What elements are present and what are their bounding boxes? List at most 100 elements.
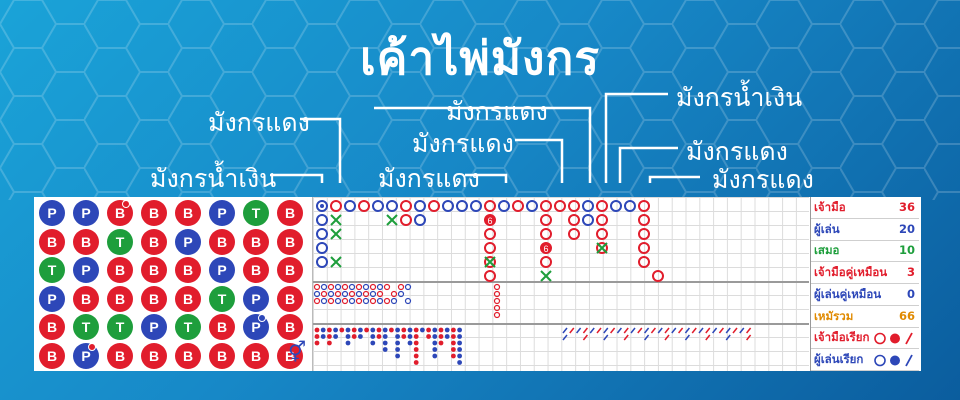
cockroach-mark <box>644 327 650 334</box>
small-road-dot <box>382 327 388 333</box>
bead-cell: T <box>209 285 235 312</box>
small-road-dot <box>451 347 456 352</box>
small-road-dot <box>370 334 376 339</box>
cockroach-mark <box>562 334 568 341</box>
small-road-dot <box>345 340 351 346</box>
small-road-dot <box>413 347 419 352</box>
small-road-dot <box>345 334 351 339</box>
bead-cell: B <box>141 228 167 255</box>
bead-cell: T <box>107 228 133 255</box>
bead-cell: T <box>73 314 99 340</box>
cockroach-mark <box>746 327 752 334</box>
callout-red-dragon-5: มังกรแดง <box>686 137 788 166</box>
small-road-dot <box>407 327 413 333</box>
eye-road-mark <box>493 297 501 305</box>
bead-cell: B <box>209 228 235 255</box>
small-road-dot <box>457 360 462 365</box>
cockroach-mark <box>603 334 609 341</box>
eye-road-mark <box>376 283 384 291</box>
eye-road-mark <box>493 290 501 298</box>
svg-text:6: 6 <box>487 216 492 226</box>
small-road-dot <box>351 327 357 333</box>
bead-cell: P <box>209 200 235 226</box>
cockroach-mark <box>725 334 731 341</box>
cockroach-mark <box>705 334 711 341</box>
callout-blue-dragon-1: มังกรน้ำเงิน <box>150 164 277 193</box>
gender-switch-icon[interactable]: ⚥ <box>288 340 307 364</box>
eye-road-mark <box>348 297 356 305</box>
cockroach-mark <box>610 327 616 334</box>
stat-label: ผู้เล่นคู่เหมือน <box>814 286 882 301</box>
small-road-dot <box>376 334 382 339</box>
divider <box>313 281 809 283</box>
pair-dot <box>122 200 130 208</box>
small-road-dot <box>314 340 320 346</box>
cockroach-mark <box>589 327 595 334</box>
road-grid: 6 6 <box>313 197 809 371</box>
stat-label: เสมอ <box>814 243 840 258</box>
small-road-dot <box>333 327 338 333</box>
pair-dot <box>88 342 96 351</box>
bead-cell: P <box>243 285 269 312</box>
player-ask-icons[interactable] <box>874 353 916 374</box>
cockroach-mark <box>671 327 677 334</box>
small-road-dot <box>395 347 400 352</box>
small-road-dot <box>358 327 363 333</box>
eye-road-mark <box>362 283 370 291</box>
bead-cell: B <box>73 228 99 255</box>
stat-row: เจ้ามือ 36 <box>811 197 919 219</box>
bead-cell: P <box>73 257 99 283</box>
cockroach-mark <box>650 327 656 334</box>
cockroach-mark <box>616 327 622 334</box>
eye-road-mark <box>404 297 412 305</box>
bead-cell: B <box>209 342 235 369</box>
small-road-dot <box>438 340 444 346</box>
bead-cell: B <box>243 342 269 369</box>
eye-road-mark <box>320 297 328 305</box>
bead-cell: B <box>277 285 303 312</box>
small-road-dot <box>451 327 456 333</box>
small-road-dot <box>413 340 419 346</box>
eye-road-mark <box>404 283 412 291</box>
small-road-dot <box>451 334 456 339</box>
eye-road-mark <box>313 290 321 298</box>
cockroach-mark <box>664 327 670 334</box>
eye-road-mark <box>327 297 335 305</box>
eye-road-mark <box>390 297 398 305</box>
banker-ask-icons[interactable] <box>874 331 916 352</box>
bead-cell: B <box>277 314 303 340</box>
small-road-dot <box>320 334 326 339</box>
cockroach-mark <box>684 327 690 334</box>
cockroach-mark <box>603 327 609 334</box>
bead-cell: B <box>175 342 201 369</box>
bead-cell: B <box>39 314 65 340</box>
bead-cell: B <box>277 257 303 283</box>
stat-row: เหมัรวม 66 <box>811 306 919 328</box>
small-road-dot <box>382 340 388 346</box>
cockroach-mark <box>623 327 629 334</box>
stat-value: 20 <box>898 221 915 236</box>
bead-cell: P <box>39 285 65 312</box>
stat-label: เจ้ามือคู่เหมือน <box>814 265 888 280</box>
cockroach-mark <box>657 327 663 334</box>
stat-value: 3 <box>906 265 915 280</box>
bead-cell: B <box>243 228 269 255</box>
bead-cell: B <box>175 257 201 283</box>
callout-blue-dragon-2: มังกรน้ำเงิน <box>676 83 803 112</box>
small-road-dot <box>413 353 419 359</box>
small-road-dot <box>401 334 407 339</box>
small-road-dot <box>457 353 462 359</box>
stat-value: 36 <box>898 200 915 214</box>
eye-road-mark <box>327 283 335 291</box>
small-road-dot <box>432 340 438 346</box>
small-road-dot <box>395 353 400 359</box>
small-road-dot <box>382 347 388 352</box>
small-road-dot <box>370 340 376 346</box>
small-road-dot <box>438 327 444 333</box>
small-road-dot <box>401 327 407 333</box>
small-road-dot <box>395 334 400 339</box>
cockroach-mark <box>725 327 731 334</box>
small-road-dot <box>395 340 400 346</box>
bead-cell: B <box>277 200 303 226</box>
